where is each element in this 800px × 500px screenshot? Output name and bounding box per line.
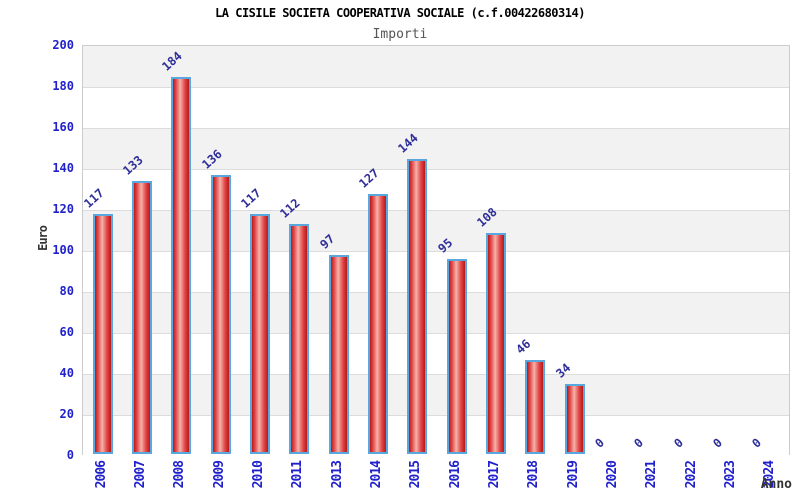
bar — [210, 175, 231, 454]
gridline — [83, 128, 789, 129]
plot-band — [83, 292, 789, 333]
y-tick-label: 80 — [59, 284, 74, 298]
y-tick-label: 60 — [59, 325, 74, 339]
gridline — [83, 333, 789, 334]
bar — [407, 158, 428, 454]
gridline — [83, 210, 789, 211]
plot-band — [83, 415, 789, 456]
chart-subtitle: Importi — [372, 27, 428, 42]
chart-title: LA CISILE SOCIETA COOPERATIVA SOCIALE (c… — [215, 6, 585, 20]
gridline — [83, 415, 789, 416]
x-tick-label: 2014 — [369, 461, 384, 489]
bar — [250, 214, 270, 454]
plot-band — [83, 128, 789, 169]
plot-band — [83, 374, 789, 415]
bar — [289, 224, 310, 454]
y-tick-label: 140 — [52, 161, 74, 175]
y-tick-label: 40 — [59, 366, 74, 380]
plot-band — [83, 251, 789, 292]
y-tick-label: 160 — [52, 120, 74, 134]
plot-band — [83, 87, 789, 128]
x-tick-label: 2023 — [723, 461, 738, 489]
gridline — [83, 87, 789, 88]
y-tick-label: 0 — [66, 448, 74, 462]
y-tick-label: 20 — [59, 407, 74, 421]
gridline — [83, 251, 789, 252]
x-tick-label: 2006 — [93, 461, 109, 489]
bar — [446, 259, 467, 454]
x-tick-label: 2009 — [211, 461, 227, 489]
plot-band — [83, 46, 789, 87]
x-tick-label: 2007 — [133, 461, 148, 489]
plot-band — [83, 169, 789, 210]
y-tick-label: 120 — [52, 202, 74, 216]
x-tick-label: 2016 — [447, 461, 463, 489]
plot-band — [83, 210, 789, 251]
bar — [486, 232, 506, 454]
x-tick-label: 2015 — [408, 461, 424, 489]
x-tick-label: 2008 — [172, 461, 188, 489]
x-tick-label: 2022 — [683, 461, 699, 489]
x-tick-label: 2013 — [329, 461, 345, 489]
y-tick-label: 200 — [52, 38, 74, 52]
bar — [564, 384, 585, 454]
bar — [92, 214, 113, 454]
x-tick-label: 2020 — [605, 461, 620, 489]
bar — [328, 255, 349, 454]
x-axis-title: Anno — [760, 477, 792, 492]
y-tick-label: 100 — [52, 243, 74, 257]
plot-area: 117 133 184 136 117 112 97 127 144 95 108 46 34 0 0 0 0 0 — [81, 45, 790, 456]
gridline — [83, 169, 789, 170]
bar — [525, 359, 546, 454]
x-tick-label: 2019 — [565, 461, 581, 489]
gridline — [83, 292, 789, 293]
y-tick-label: 180 — [52, 79, 74, 93]
gridline — [83, 374, 789, 375]
x-tick-label: 2010 — [251, 461, 266, 489]
plot-band — [83, 333, 789, 374]
bar — [132, 181, 152, 454]
bar — [171, 76, 192, 454]
x-tick-label: 2017 — [487, 461, 502, 489]
bar — [368, 193, 388, 454]
x-tick-label: 2011 — [290, 461, 306, 489]
x-tick-label: 2018 — [526, 461, 542, 489]
x-tick-label: 2021 — [644, 461, 660, 489]
